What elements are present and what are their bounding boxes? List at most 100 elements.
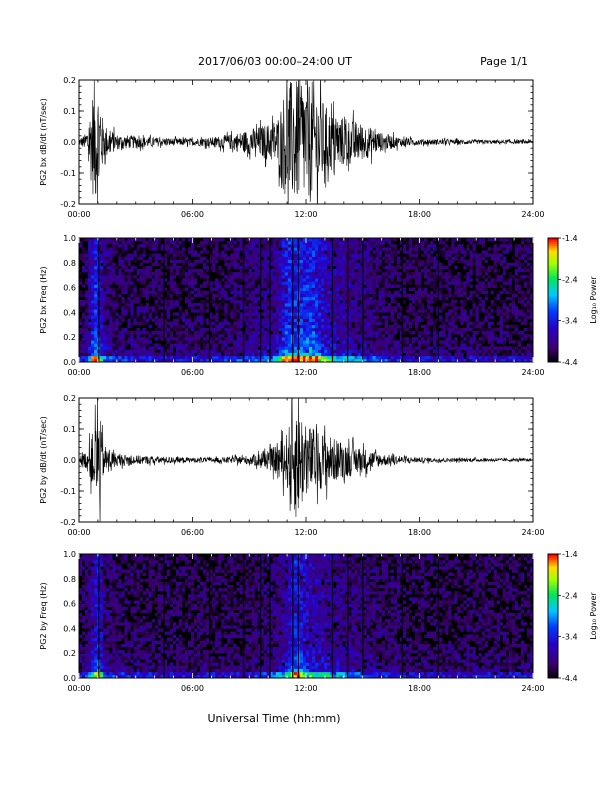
spectrogram-cell bbox=[324, 269, 328, 273]
spectrogram-cell bbox=[484, 290, 488, 295]
spectrogram-cell bbox=[148, 337, 152, 341]
spectrogram-cell bbox=[523, 312, 528, 316]
spectrogram-cell bbox=[236, 303, 240, 307]
spectrogram-cell bbox=[333, 256, 337, 260]
spectrogram-cell bbox=[88, 324, 92, 329]
spectrogram-cell bbox=[109, 241, 113, 245]
spectrogram-cell bbox=[257, 244, 261, 248]
spectrogram-cell bbox=[393, 272, 398, 276]
spectrogram-cell bbox=[88, 244, 92, 248]
spectrogram-cell bbox=[502, 272, 507, 276]
spectrogram-cell bbox=[106, 281, 110, 285]
spectrogram-cell bbox=[154, 346, 158, 350]
spectrogram-cell bbox=[417, 346, 422, 350]
spectrogram-cell bbox=[166, 265, 171, 270]
colorbar-segment bbox=[548, 306, 558, 309]
spectrogram-cell bbox=[212, 259, 216, 264]
spectrogram-cell bbox=[445, 238, 449, 242]
spectrogram-cell bbox=[366, 346, 370, 350]
spectrogram-cell bbox=[133, 287, 137, 291]
spectrogram-cell bbox=[336, 324, 340, 329]
spectrogram-cell bbox=[499, 259, 504, 264]
spectrogram-cell bbox=[445, 352, 449, 357]
spectrogram-cell bbox=[333, 275, 337, 279]
spectrogram-cell bbox=[381, 272, 385, 276]
spectrogram-cell bbox=[254, 238, 258, 242]
spectrogram-cell bbox=[248, 244, 252, 248]
spectrogram-cell bbox=[91, 340, 95, 344]
spectrogram-cell bbox=[451, 327, 455, 332]
spectrogram-cell bbox=[402, 346, 407, 350]
spectrogram-cell bbox=[469, 269, 473, 273]
spectrogram-cell bbox=[275, 275, 280, 279]
spectrogram-cell bbox=[354, 272, 358, 276]
spectrogram-cell bbox=[172, 343, 177, 347]
spectrogram-cell bbox=[166, 290, 171, 295]
spectrogram-cell bbox=[172, 259, 177, 264]
spectrogram-cell bbox=[354, 300, 358, 304]
spectrogram-cell bbox=[433, 327, 437, 332]
spectrogram-cell bbox=[121, 281, 125, 285]
spectrogram-cell bbox=[454, 312, 458, 316]
spectrogram-cell bbox=[336, 284, 340, 288]
spectrogram-cell bbox=[309, 272, 313, 276]
spectrogram-cell bbox=[451, 275, 455, 279]
y-axis-label: PG2 bx Freq (Hz) bbox=[39, 266, 48, 333]
spectrogram-cell bbox=[287, 262, 292, 267]
spectrogram-cell bbox=[266, 259, 270, 264]
spectrogram-cell bbox=[142, 318, 146, 322]
spectrogram-cell bbox=[529, 269, 534, 273]
spectrogram-cell bbox=[281, 287, 286, 291]
spectrogram-cell bbox=[284, 250, 289, 254]
spectrogram-cell bbox=[312, 275, 316, 279]
spectrogram-cell bbox=[375, 337, 379, 341]
spectrogram-cell bbox=[194, 253, 198, 257]
spectrogram-cell bbox=[312, 352, 316, 357]
spectrogram-cell bbox=[363, 272, 367, 276]
spectrogram-cell bbox=[139, 281, 143, 285]
spectrogram-cell bbox=[375, 238, 379, 242]
spectrogram-cell bbox=[357, 340, 361, 344]
spectrogram-cell bbox=[523, 281, 528, 285]
spectrogram-cell bbox=[396, 346, 401, 350]
spectrogram-cell bbox=[396, 349, 401, 353]
spectrogram-cell bbox=[342, 343, 346, 347]
spectrogram-cell bbox=[363, 324, 367, 329]
spectrogram-cell bbox=[148, 312, 152, 316]
spectrogram-cell bbox=[103, 337, 107, 341]
spectrogram-cell bbox=[414, 281, 419, 285]
spectrogram-cell bbox=[333, 250, 337, 254]
spectrogram-cell bbox=[121, 340, 125, 344]
spectrogram-cell bbox=[91, 247, 95, 251]
spectrogram-cell bbox=[293, 287, 298, 291]
spectrogram-cell bbox=[448, 327, 452, 332]
spectrogram-cell bbox=[439, 306, 443, 310]
spectrogram-cell bbox=[206, 278, 210, 282]
spectrogram-cell bbox=[339, 284, 343, 288]
spectrogram-cell bbox=[299, 321, 304, 326]
spectrogram-cell bbox=[321, 287, 325, 291]
spectrogram-cell bbox=[142, 290, 146, 295]
spectrogram-cell bbox=[318, 275, 322, 279]
spectrogram-cell bbox=[248, 331, 252, 335]
spectrogram-cell bbox=[284, 324, 289, 329]
spectrogram-cell bbox=[103, 259, 107, 264]
spectrogram-cell bbox=[230, 272, 234, 276]
spectrogram-cell bbox=[187, 346, 192, 350]
spectrogram-cell bbox=[178, 324, 183, 329]
spectrogram-cell bbox=[200, 241, 204, 245]
spectrogram-cell bbox=[396, 343, 401, 347]
spectrogram-cell bbox=[260, 275, 264, 279]
spectrogram-cell bbox=[339, 340, 343, 344]
spectrogram-cell bbox=[411, 312, 416, 316]
spectrogram-cell bbox=[463, 318, 467, 322]
spectrogram-cell bbox=[187, 269, 192, 273]
spectrogram-cell bbox=[487, 337, 491, 341]
spectrogram-cell bbox=[236, 290, 240, 295]
spectrogram-cell bbox=[336, 278, 340, 282]
spectrogram-cell bbox=[212, 349, 216, 353]
spectrogram-cell bbox=[169, 296, 174, 301]
spectrogram-cell bbox=[181, 238, 186, 242]
spectrogram-cell bbox=[257, 262, 261, 267]
x-tick-label: 24:00 bbox=[521, 210, 544, 219]
